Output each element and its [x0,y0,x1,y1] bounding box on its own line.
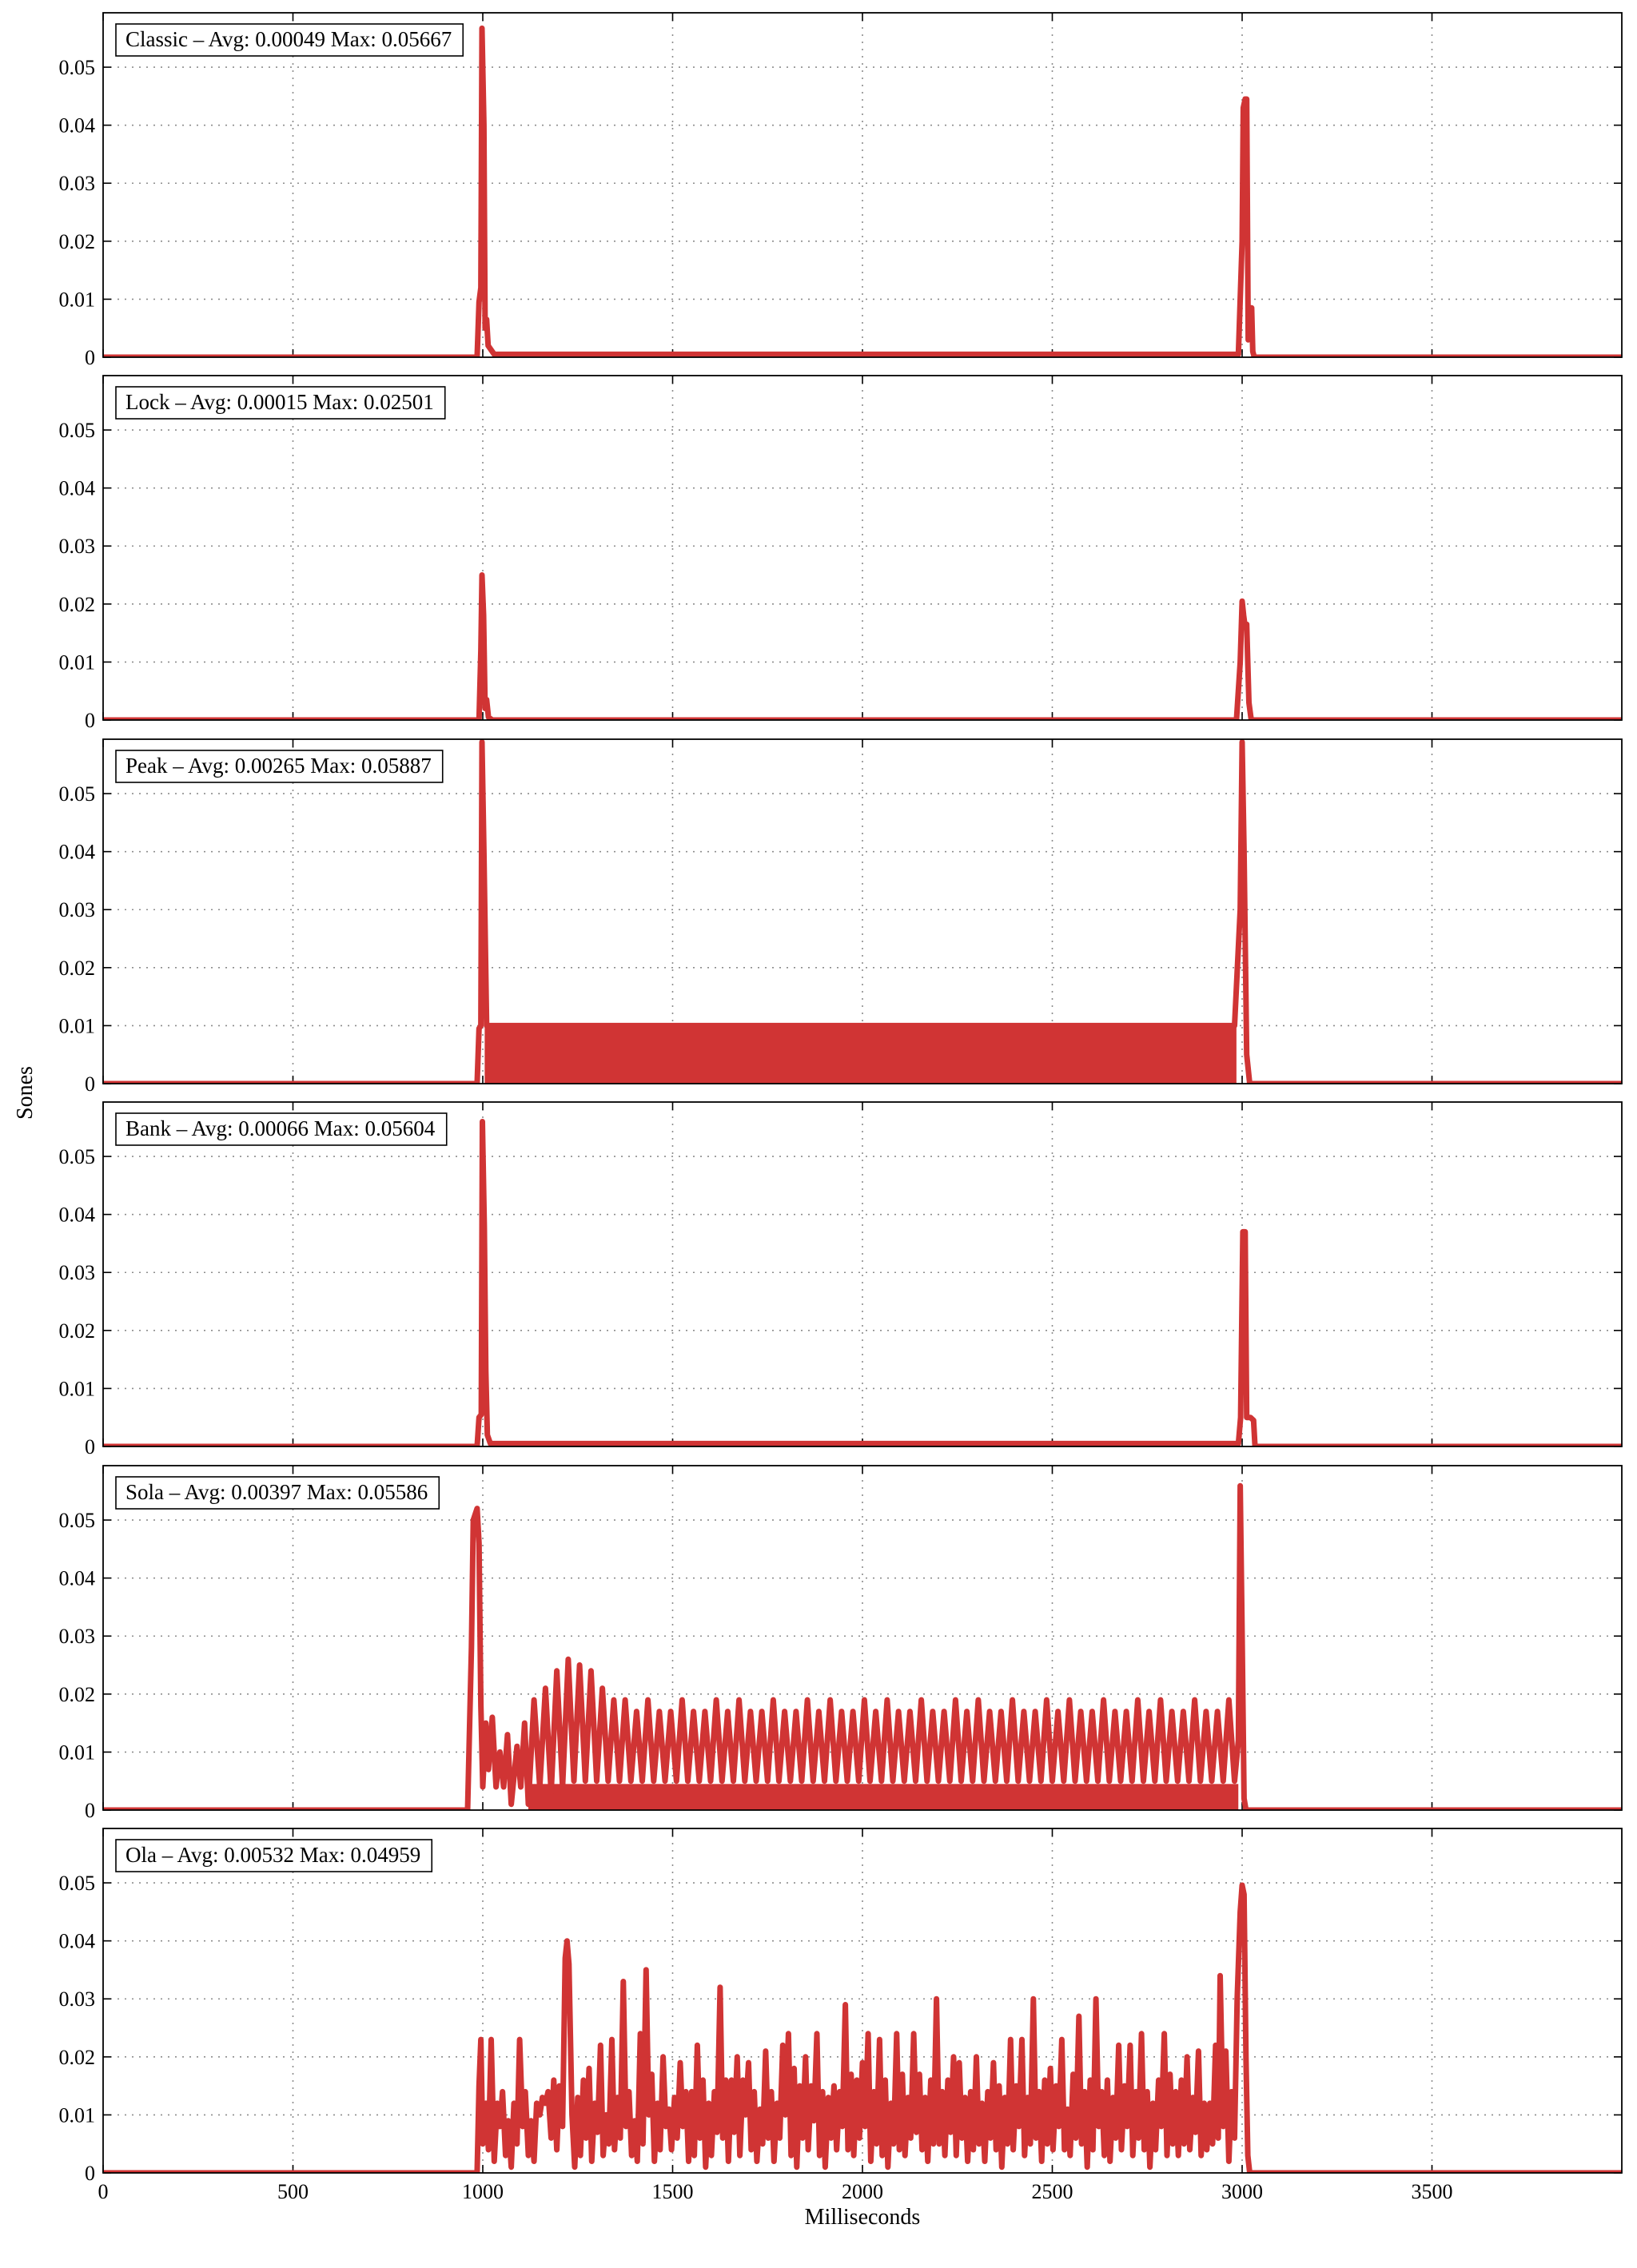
legend-box [115,386,446,420]
legend: Classic – Avg: 0.00049 Max: 0.05667 [115,23,464,57]
y-tick-label: 0 [85,1799,95,1822]
y-tick-label: 0.04 [59,841,96,864]
y-tick-label: 0.03 [59,898,96,921]
y-tick-label: 0.04 [59,114,96,137]
x-tick-label: 1000 [462,2180,504,2203]
y-tick-label: 0.02 [59,1319,96,1343]
x-tick-label: 3500 [1412,2180,1453,2203]
y-tick-label: 0 [85,1072,95,1096]
legend: Ola – Avg: 0.00532 Max: 0.04959 [115,1839,433,1872]
series-line [103,739,1622,1084]
y-tick-label: 0.02 [59,957,96,980]
legend: Sola – Avg: 0.00397 Max: 0.05586 [115,1476,440,1510]
panel-frame [102,1465,1623,1811]
legend: Bank – Avg: 0.00066 Max: 0.05604 [115,1112,448,1146]
y-tick-label: 0.01 [59,651,96,674]
y-tick-label: 0 [85,709,95,732]
y-tick-label: 0.01 [59,1377,96,1400]
series-group [103,572,1622,720]
series-group [103,1482,1622,1810]
y-tick-label: 0.05 [59,1145,96,1168]
y-tick-label: 0.01 [59,1741,96,1764]
y-tick-label: 0.01 [59,1014,96,1037]
series-line [103,25,1622,357]
series-line [103,572,1622,720]
panel-5: 0 0.01 0.02 0.03 0.04 0.05 Sola – Avg: 0.00397… [59,1465,1623,1822]
y-tick-label: 0.05 [59,782,96,806]
legend: Peak – Avg: 0.00265 Max: 0.05887 [115,750,444,783]
panel-2: 0 0.01 0.02 0.03 0.04 0.05 Lock – Avg: 0.00015… [59,375,1623,732]
legend-box [115,1112,448,1146]
y-tick-label: 0.04 [59,1930,96,1953]
legend-label: Lock – Avg: 0.00015 Max: 0.02501 [125,390,434,414]
series-group [103,1119,1622,1446]
y-tick-label: 0.02 [59,2046,96,2069]
dense-oscillation-region [528,1784,1239,1810]
y-tick-label: 0.02 [59,593,96,616]
legend-box [115,23,464,57]
y-tick-label: 0.04 [59,1567,96,1590]
y-tick-label: 0.05 [59,1509,96,1532]
legend-box [115,1839,433,1872]
y-tick-label: 0.03 [59,172,96,195]
panel-frame [102,738,1623,1084]
legend-box [115,1476,440,1510]
panel-frame [102,12,1623,358]
series-group [103,25,1622,357]
y-tick-label: 0.02 [59,1683,96,1706]
y-tick-label: 0.03 [59,1987,96,2011]
panel-4: 0 0.01 0.02 0.03 0.04 0.05 Bank – Avg: 0.00066… [59,1101,1623,1458]
y-tick-label: 0.05 [59,1872,96,1895]
series-group [103,1882,1622,2173]
x-tick-label: 2500 [1032,2180,1073,2203]
y-tick-label: 0.03 [59,1625,96,1648]
x-tick-label: 0 [98,2180,109,2203]
legend-label: Sola – Avg: 0.00397 Max: 0.05586 [125,1480,428,1504]
panel-frame [102,375,1623,721]
legend-label: Classic – Avg: 0.00049 Max: 0.05667 [125,27,452,51]
x-tick-label: 2000 [842,2180,883,2203]
y-tick-label: 0.04 [59,477,96,500]
y-tick-label: 0.03 [59,535,96,558]
series-group [103,739,1622,1084]
legend: Lock – Avg: 0.00015 Max: 0.02501 [115,386,446,420]
x-tick-label: 500 [277,2180,309,2203]
legend-label: Peak – Avg: 0.00265 Max: 0.05887 [125,754,432,778]
y-tick-label: 0.02 [59,230,96,253]
legend-label: Bank – Avg: 0.00066 Max: 0.05604 [125,1116,436,1140]
legend-box [115,750,444,783]
y-tick-label: 0.04 [59,1204,96,1227]
y-tick-label: 0.01 [59,2103,96,2127]
x-tick-label: 3000 [1221,2180,1263,2203]
y-tick-label: 0.05 [59,419,96,442]
x-tick-label: 1500 [652,2180,694,2203]
y-tick-label: 0.03 [59,1261,96,1284]
y-tick-label: 0.05 [59,56,96,79]
x-axis-label: Milliseconds [805,2205,921,2230]
panel-frame [102,1101,1623,1447]
y-tick-label: 0 [85,2162,95,2185]
series-line [103,1482,1622,1810]
series-line [103,1119,1622,1446]
panel-1: 0 0.01 0.02 0.03 0.04 0.05 Classic – Avg: 0.00… [59,12,1623,369]
y-tick-label: 0.01 [59,288,96,311]
panel-6: 0 0.01 0.02 0.03 0.04 0.05 Ola – Avg: 0.00532 … [59,1828,1623,2185]
y-axis-label: Sones [13,1066,38,1120]
panel-3: 0 0.01 0.02 0.03 0.04 0.05 Peak – Avg: 0.00265… [59,738,1623,1096]
legend-label: Ola – Avg: 0.00532 Max: 0.04959 [125,1843,420,1867]
y-tick-label: 0 [85,1435,95,1458]
dense-oscillation-region [484,1025,1237,1084]
y-tick-label: 0 [85,346,95,369]
panel-frame [102,1828,1623,2174]
series-line [103,1882,1622,2173]
